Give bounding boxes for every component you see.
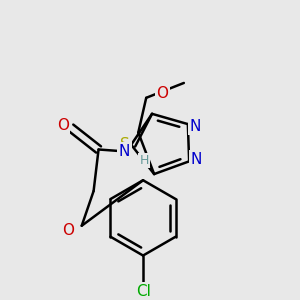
Text: H: H [140, 154, 149, 167]
Text: N: N [189, 118, 200, 134]
Text: N: N [119, 144, 130, 159]
Text: Cl: Cl [136, 284, 151, 299]
Text: O: O [156, 86, 168, 101]
Text: O: O [57, 118, 69, 133]
Text: S: S [120, 137, 130, 152]
Text: O: O [62, 223, 74, 238]
Text: N: N [190, 152, 202, 167]
